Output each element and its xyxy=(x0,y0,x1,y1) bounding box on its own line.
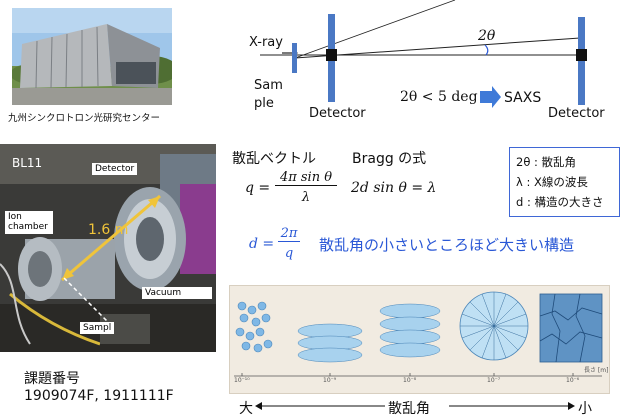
scattering-vector-title: 散乱ベクトル xyxy=(232,151,316,167)
scale-left-label: 大 xyxy=(239,401,253,417)
beamline-name: BL11 xyxy=(12,156,43,170)
d-note: 散乱角の小さいところほど大きい構造 xyxy=(319,236,575,254)
scale-axis-title: 長さ [m] xyxy=(584,367,609,374)
d-numerator: 2π xyxy=(278,226,300,242)
right-beamstop xyxy=(576,49,587,61)
length-label: 1.6 m xyxy=(88,222,129,238)
scattering-angle-arrow xyxy=(255,402,575,410)
legend-item-wavelength: λ : X線の波長 xyxy=(516,175,588,189)
tick-label-3: 10⁻⁷ xyxy=(487,377,501,384)
building-photo xyxy=(12,8,172,105)
photo-caption: 九州シンクロトロン光研究センター xyxy=(8,113,161,124)
project-title: 課題番号 xyxy=(24,371,80,387)
left-beamstop xyxy=(326,49,337,61)
q-denominator: λ xyxy=(301,190,311,205)
bragg-equation: 2d sin θ = λ xyxy=(351,180,437,196)
legend-item-structure-size: d : 構造の大きさ xyxy=(516,195,604,209)
beamline-photo: BL11 Detector Ion chamber 1.6 m Vacuum S… xyxy=(0,144,216,352)
sample-label: Sample xyxy=(254,78,283,111)
saxs-arrow-icon xyxy=(480,86,501,108)
saxs-geometry-diagram xyxy=(260,0,587,108)
scale-right-label: 小 xyxy=(578,401,592,417)
domain-network-structure xyxy=(539,293,603,363)
d-denominator: q xyxy=(284,246,294,261)
sample-plate xyxy=(292,43,297,73)
q-lhs: q = xyxy=(245,180,271,196)
length-scale-illustration: 10⁻¹⁰ 10⁻⁹ 10⁻⁸ 10⁻⁷ 10⁻⁶ 長さ [m] xyxy=(229,285,610,394)
lamella-structure xyxy=(297,323,363,363)
bragg-title: Bragg の式 xyxy=(352,151,427,167)
length-arrow xyxy=(61,194,161,325)
right-detector-label: Detector xyxy=(548,106,605,121)
legend-item-angle: 2θ : 散乱角 xyxy=(516,155,577,169)
xray-label: X-ray xyxy=(249,35,283,50)
angle-condition: 2θ < 5 deg xyxy=(400,89,478,105)
stacked-lamellae-structure xyxy=(379,303,441,358)
left-detector-label: Detector xyxy=(309,106,366,121)
vacuum-label: Vacuum xyxy=(142,287,212,300)
project-numbers: 1909074F, 1911111F xyxy=(24,388,174,404)
angle-arc xyxy=(484,44,489,56)
tick-label-2: 10⁻⁸ xyxy=(403,377,417,384)
tick-label-1: 10⁻⁹ xyxy=(323,377,337,384)
wide-angle-ray xyxy=(294,0,456,59)
d-lhs: d = xyxy=(249,236,275,252)
tick-label-4: 10⁻⁶ xyxy=(566,377,580,384)
angle-label: 2θ xyxy=(478,28,496,44)
photo-sample-label: Sampl xyxy=(80,322,115,335)
scale-center-label: 散乱角 xyxy=(388,401,430,417)
atoms-structure xyxy=(235,301,273,353)
scattered-ray xyxy=(294,37,581,59)
photo-detector-label: Detector xyxy=(92,163,138,176)
saxs-label: SAXS xyxy=(504,90,542,106)
tick-label-0: 10⁻¹⁰ xyxy=(234,377,250,384)
ion-chamber-label: Ion chamber xyxy=(5,211,53,234)
q-numerator: 4π sin θ xyxy=(275,170,337,186)
spherulite-structure xyxy=(459,291,529,361)
legend-box: 2θ : 散乱角 λ : X線の波長 d : 構造の大きさ xyxy=(509,147,620,217)
